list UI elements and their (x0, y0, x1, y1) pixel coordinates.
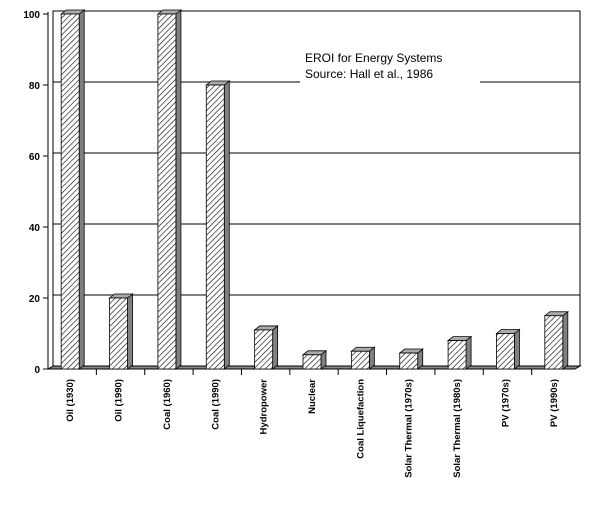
annotation-box (300, 46, 480, 86)
y-tick-label: 80 (29, 81, 41, 92)
bar (205, 84, 225, 370)
bar-side (562, 310, 569, 370)
y-tick-label: 100 (23, 10, 40, 21)
bar (60, 13, 80, 370)
x-tick-label: Nuclear (307, 379, 318, 414)
x-tick-label: Solar Thermal (1970s) (404, 379, 415, 478)
bar (447, 340, 467, 370)
x-tick-label: Coal Liquefaction (355, 379, 366, 459)
bar-side (175, 9, 182, 370)
bar-side (78, 9, 85, 370)
x-tick-label: Coal (1960) (162, 379, 173, 430)
x-tick-label: Hydropower (259, 379, 270, 435)
bar (496, 333, 515, 370)
x-tick-label: Solar Thermal (1980s) (452, 379, 463, 478)
y-tick-label: 20 (29, 294, 41, 305)
y-tick-label: 40 (29, 223, 41, 234)
bar (302, 354, 322, 370)
bar (399, 352, 419, 370)
bar-side (223, 80, 230, 370)
bar-side (272, 325, 279, 370)
y-tick-label: 0 (34, 365, 40, 376)
x-tick-label: PV (1970s) (500, 379, 511, 427)
bar-side (127, 293, 133, 370)
annotation-line-1: EROI for Energy Systems (305, 51, 442, 65)
bar (157, 13, 177, 370)
bar (254, 329, 274, 370)
bar (350, 350, 370, 370)
bar (544, 315, 564, 370)
bar-side (465, 335, 472, 370)
annotation-line-2: Source: Hall et al., 1986 (305, 67, 433, 81)
x-tick-label: Coal (1990) (210, 379, 221, 430)
x-tick-label: Oil (1930) (65, 379, 76, 422)
bar (109, 297, 128, 370)
y-tick-label: 60 (29, 152, 41, 163)
x-tick-label: Oil (1990) (114, 379, 125, 422)
bar-side (514, 328, 520, 370)
x-tick-label: PV (1990s) (549, 379, 560, 427)
